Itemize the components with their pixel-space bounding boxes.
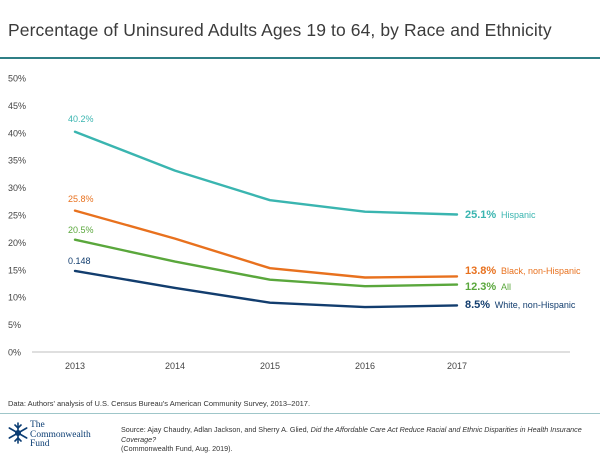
x-tick-label: 2016 (355, 361, 375, 371)
end-data-label: 13.8% (465, 265, 496, 277)
start-data-label: 40.2% (68, 114, 94, 124)
series-name-label: All (501, 282, 511, 292)
start-data-label: 0.148 (68, 256, 91, 266)
source-suffix: (Commonwealth Fund, Aug. 2019). (121, 444, 233, 453)
series-line-all (73, 238, 459, 288)
logo-wordmark: The Commonwealth Fund (30, 420, 91, 450)
y-tick-label: 0% (8, 348, 21, 358)
title-divider (0, 57, 600, 59)
series-line-black-non-hispanic (73, 209, 459, 279)
series-line-white-non-hispanic (73, 269, 459, 309)
y-tick-label: 35% (8, 156, 26, 166)
y-tick-label: 25% (8, 211, 26, 221)
series-name-label: Hispanic (501, 210, 536, 220)
y-tick-label: 30% (8, 183, 26, 193)
end-data-label: 12.3% (465, 281, 496, 293)
y-tick-label: 5% (8, 320, 21, 330)
series-line-hispanic (73, 130, 459, 216)
series-name-label: White, non-Hispanic (495, 300, 576, 310)
y-tick-label: 40% (8, 128, 26, 138)
logo-line-3: Fund (30, 439, 50, 449)
line-chart: 0% 5% 10% 15% 20% 25% 30% 35% 40% 45% 50% 2013 2014 2… (8, 74, 581, 372)
source-prefix: Source: Ajay Chaudry, Adlan Jackson, and… (121, 425, 309, 434)
x-tick-label: 2015 (260, 361, 280, 371)
y-tick-label: 50% (8, 74, 26, 84)
x-tick-label: 2014 (165, 361, 185, 371)
snowflake-icon (8, 422, 28, 444)
data-note: Data: Authors' analysis of U.S. Census B… (8, 399, 311, 408)
logo-line-2: Commonwealth (30, 429, 91, 440)
start-data-label: 25.8% (68, 194, 94, 204)
footer-divider (0, 413, 600, 414)
x-tick-label: 2013 (65, 361, 85, 371)
source-citation: Source: Ajay Chaudry, Adlan Jackson, and… (121, 425, 591, 454)
logo-line-1: The (30, 420, 45, 430)
commonwealth-fund-logo (8, 422, 28, 444)
y-tick-label: 15% (8, 265, 26, 275)
end-data-label: 8.5% (465, 299, 490, 311)
start-data-label: 20.5% (68, 225, 94, 235)
end-data-label: 25.1% (465, 209, 496, 221)
chart-title: Percentage of Uninsured Adults Ages 19 t… (8, 20, 552, 40)
y-tick-label: 45% (8, 101, 26, 111)
source-title: Did the Affordable Care Act Reduce Racia… (121, 425, 582, 444)
x-tick-label: 2017 (447, 361, 467, 371)
series-name-label: Black, non-Hispanic (501, 266, 581, 276)
y-tick-label: 20% (8, 238, 26, 248)
y-tick-label: 10% (8, 293, 26, 303)
